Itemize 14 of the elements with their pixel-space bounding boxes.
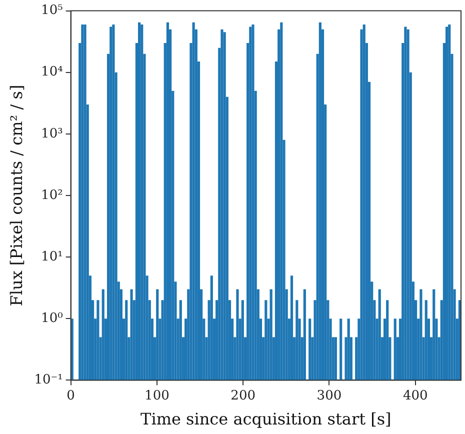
x-tick-label: 0 [66,388,75,404]
y-tick-label: 10⁰ [41,311,63,326]
y-tick-label: 10⁴ [41,64,63,80]
x-tick-label: 100 [144,388,170,404]
y-tick-label: 10⁻¹ [34,372,63,388]
y-tick-label: 10¹ [41,249,63,264]
y-tick-label: 10⁵ [41,3,63,18]
y-tick-label: 10² [41,188,63,203]
y-axis-title: Flux [Pixel counts / cm² / s] [6,84,26,306]
x-axis-title: Time since acquisition start [s] [140,410,392,429]
x-tick-label: 200 [230,388,256,404]
x-tick-label: 400 [402,388,428,404]
x-tick-label: 300 [316,388,342,404]
y-tick-label: 10³ [41,126,63,142]
